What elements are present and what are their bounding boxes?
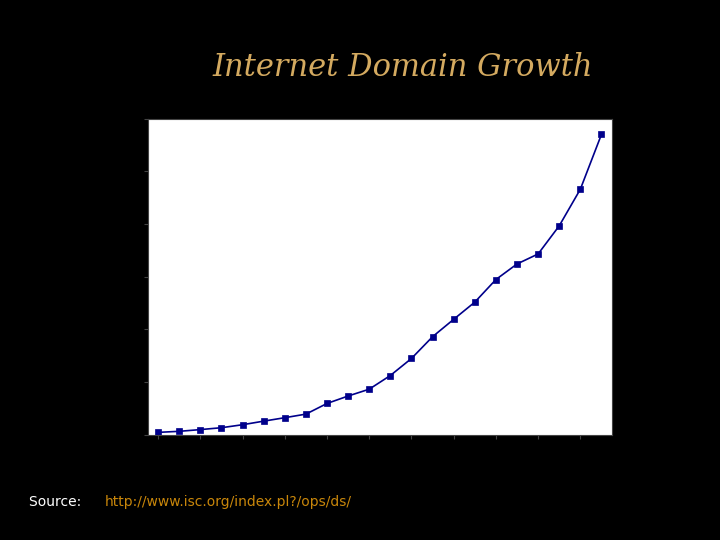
Text: Source:: Source: — [29, 495, 86, 509]
Text: http://www.isc.org/index.pl?/ops/ds/: http://www.isc.org/index.pl?/ops/ds/ — [104, 495, 351, 509]
Title: Internet Domain Survey Host Count: Internet Domain Survey Host Count — [227, 98, 533, 113]
Text: Internet Domain Growth: Internet Domain Growth — [213, 52, 593, 83]
X-axis label: Source: Internet Software Consortium (www.isc.org): Source: Internet Software Consortium (ww… — [244, 481, 516, 491]
